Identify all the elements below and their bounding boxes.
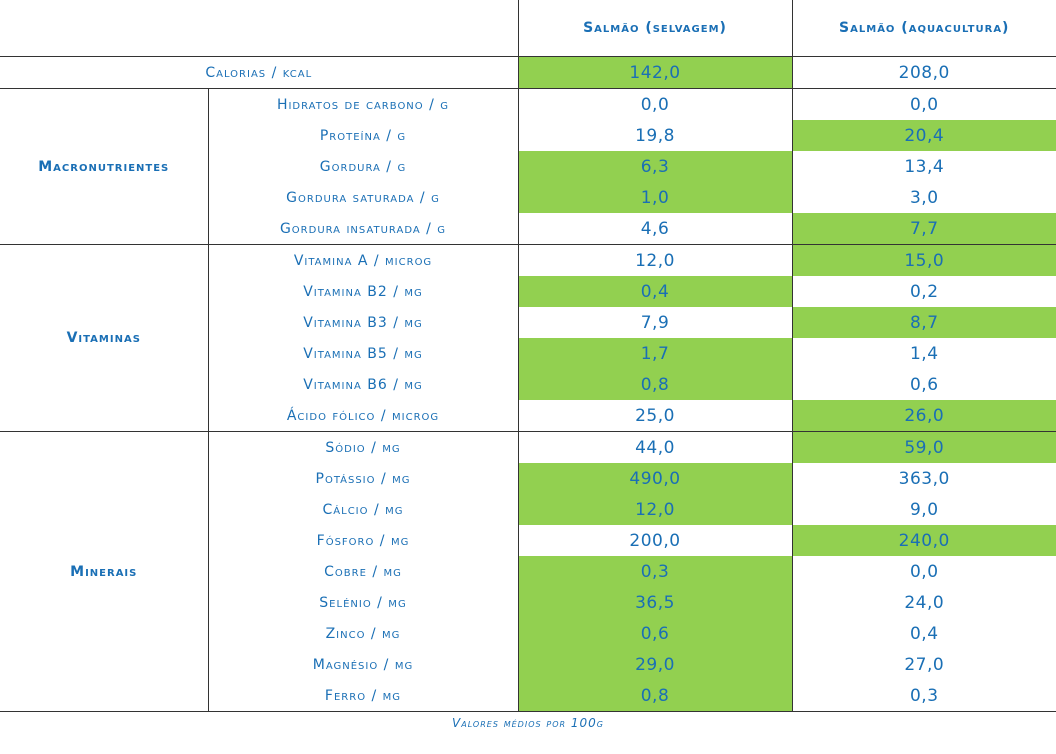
- header-farmed-salmon: Salmão (aquacultura): [792, 0, 1056, 57]
- nutrient-row: Vitamina B3 / mg 7,9 8,7: [0, 307, 1056, 338]
- nutrient-label: Proteína / g: [208, 120, 519, 151]
- nutrient-row: Potássio / mg 490,0 363,0: [0, 463, 1056, 494]
- nutrient-row: Cálcio / mg 12,0 9,0: [0, 494, 1056, 525]
- farm-value: 20,4: [792, 120, 1056, 151]
- farm-value: 24,0: [904, 592, 945, 613]
- nutrient-label: Gordura insaturada / g: [208, 213, 519, 245]
- nutrient-label: Sódio / mg: [208, 431, 519, 463]
- nutrient-label: Zinco / mg: [208, 618, 519, 649]
- nutrient-row: Gordura saturada / g 1,0 3,0: [0, 182, 1056, 213]
- nutrient-row: Cobre / mg 0,3 0,0: [0, 556, 1056, 587]
- wild-value: 0,3: [518, 556, 793, 587]
- nutrient-label: Gordura / g: [208, 151, 519, 182]
- farm-value: 0,2: [909, 281, 939, 302]
- wild-value: 0,8: [518, 369, 793, 400]
- farm-value: 0,3: [792, 680, 1056, 712]
- nutrient-row: Vitamina B5 / mg 1,7 1,4: [0, 338, 1056, 369]
- nutrient-row: Ácido fólico / microg 25,0 26,0: [0, 400, 1056, 432]
- farm-value: 0,4: [909, 623, 939, 644]
- nutrient-row: Vitamina B2 / mg 0,4 0,2: [0, 276, 1056, 307]
- nutrient-label: Magnésio / mg: [208, 649, 519, 680]
- farm-value: 8,7: [792, 307, 1056, 338]
- nutrient-label: Vitamina B6 / mg: [208, 369, 519, 400]
- nutrient-label: Potássio / mg: [208, 463, 519, 494]
- calories-farm-value: 208,0: [898, 62, 950, 83]
- group-label: Macronutrientes: [0, 88, 209, 245]
- wild-value: 7,9: [518, 307, 793, 338]
- wild-value: 0,0: [518, 88, 793, 120]
- nutrient-label: Ácido fólico / microg: [208, 400, 519, 432]
- nutrient-label: Vitamina A / microg: [208, 244, 519, 276]
- nutrient-label: Ferro / mg: [208, 680, 519, 712]
- nutrient-label: Vitamina B5 / mg: [208, 338, 519, 369]
- nutrient-label: Cobre / mg: [208, 556, 519, 587]
- nutrient-row: Ferro / mg 0,8 0,3: [0, 680, 1056, 712]
- farm-value: 13,4: [904, 156, 945, 177]
- nutrient-row: Gordura insaturada / g 4,6 7,7: [0, 213, 1056, 245]
- header-row: Salmão (selvagem) Salmão (aquacultura): [0, 0, 1056, 57]
- wild-value: 1,7: [518, 338, 793, 369]
- nutrient-row: Minerais Sódio / mg 44,0 59,0: [0, 431, 1056, 712]
- calories-row: Calorias / kcal 142,0 208,0: [0, 56, 1056, 89]
- nutrient-row: Vitamina B6 / mg 0,8 0,6: [0, 369, 1056, 400]
- wild-value: 25,0: [518, 400, 793, 432]
- nutrient-row: Magnésio / mg 29,0 27,0: [0, 649, 1056, 680]
- calories-label: Calorias / kcal: [0, 56, 519, 89]
- wild-value: 1,0: [518, 182, 793, 213]
- nutrient-row: Fósforo / mg 200,0 240,0: [0, 525, 1056, 556]
- farm-value: 27,0: [904, 654, 945, 675]
- nutrient-label: Fósforo / mg: [208, 525, 519, 556]
- wild-value: 0,6: [518, 618, 793, 649]
- nutrient-row: Vitaminas Vitamina A / microg 12,0 15,0: [0, 244, 1056, 432]
- wild-value: 12,0: [518, 494, 793, 525]
- nutrient-row: Zinco / mg 0,6 0,4: [0, 618, 1056, 649]
- wild-value: 6,3: [518, 151, 793, 182]
- farm-value: 7,7: [792, 213, 1056, 245]
- farm-value: 363,0: [898, 468, 950, 489]
- nutrient-row: Proteína / g 19,8 20,4: [0, 120, 1056, 151]
- wild-value: 200,0: [518, 525, 793, 556]
- farm-value: 0,0: [792, 88, 1056, 120]
- nutrient-label: Selénio / mg: [208, 587, 519, 618]
- wild-value: 36,5: [518, 587, 793, 618]
- farm-value: 26,0: [792, 400, 1056, 432]
- nutrient-label: Hidratos de carbono / g: [208, 88, 519, 120]
- wild-value: 19,8: [518, 120, 793, 151]
- group-label: Vitaminas: [0, 244, 209, 432]
- farm-value: 59,0: [792, 431, 1056, 463]
- nutrient-label: Vitamina B2 / mg: [208, 276, 519, 307]
- nutrient-label: Gordura saturada / g: [208, 182, 519, 213]
- farm-value: 1,4: [909, 343, 939, 364]
- farm-value: 15,0: [792, 244, 1056, 276]
- farm-value: 9,0: [909, 499, 939, 520]
- wild-value: 0,4: [518, 276, 793, 307]
- wild-value: 4,6: [518, 213, 793, 245]
- farm-value: 0,6: [909, 374, 939, 395]
- nutrient-row: Gordura / g 6,3 13,4: [0, 151, 1056, 182]
- group-label: Minerais: [0, 431, 209, 712]
- wild-value: 29,0: [518, 649, 793, 680]
- farm-value: 0,0: [909, 561, 939, 582]
- table-footnote: Valores médios por 100g: [452, 716, 604, 730]
- nutrient-label: Vitamina B3 / mg: [208, 307, 519, 338]
- nutrient-row: Selénio / mg 36,5 24,0: [0, 587, 1056, 618]
- wild-value: 0,8: [518, 680, 793, 712]
- farm-value: 3,0: [909, 187, 939, 208]
- nutrient-row: Macronutrientes Hidratos de carbono / g 0,…: [0, 88, 1056, 245]
- calories-wild-value: 142,0: [518, 56, 793, 89]
- wild-value: 44,0: [518, 431, 793, 463]
- header-corner: [0, 0, 519, 57]
- nutrient-label: Cálcio / mg: [208, 494, 519, 525]
- wild-value: 12,0: [518, 244, 793, 276]
- header-wild-salmon: Salmão (selvagem): [518, 0, 793, 57]
- nutrition-table: Salmão (selvagem) Salmão (aquacultura) C…: [0, 0, 1056, 712]
- wild-value: 490,0: [518, 463, 793, 494]
- farm-value: 240,0: [792, 525, 1056, 556]
